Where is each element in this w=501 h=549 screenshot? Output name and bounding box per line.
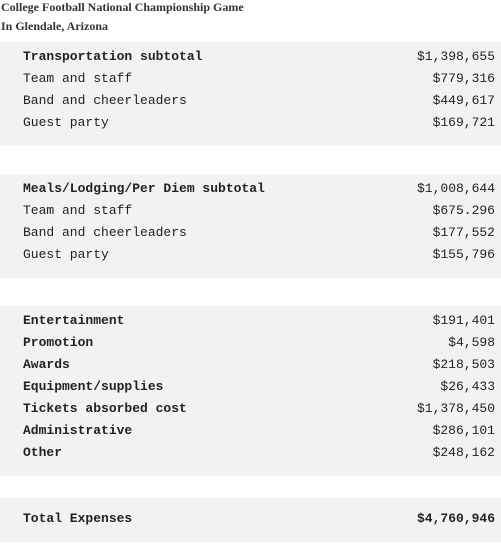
row: Administrative $286,101 (23, 420, 495, 442)
label: Entertainment (23, 313, 125, 328)
amount: $1,398,655 (416, 49, 495, 64)
amount: $449,617 (432, 93, 495, 108)
section: Meals/Lodging/Per Diem subtotal $1,008,64… (0, 174, 501, 278)
section: Entertainment $191,401 Promotion $4,598 Aw… (0, 306, 501, 476)
amount: $286,101 (432, 423, 495, 438)
amount: $779,316 (432, 71, 495, 86)
section: Transportation subtotal $1,398,655 Team a… (0, 42, 501, 146)
label: Total Expenses (23, 511, 133, 526)
amount: $675.296 (432, 203, 495, 218)
row: Meals/Lodging/Per Diem subtotal $1,008,64… (23, 178, 495, 200)
title: College Football National Championship G… (1, 0, 244, 14)
amount: $26,433 (440, 379, 495, 394)
section: Total Expenses $4,760,946 (0, 498, 501, 542)
label: Promotion (23, 335, 94, 350)
row: Tickets absorbed cost $1,378,450 (23, 398, 495, 420)
row: Other $248,162 (23, 442, 495, 464)
label: Other (23, 445, 63, 460)
row: Promotion $4,598 (23, 332, 495, 354)
amount: $4,760,946 (416, 511, 495, 526)
row: Guest party $169,721 (23, 112, 495, 134)
label: Equipment/supplies (23, 379, 164, 394)
label: Administrative (23, 423, 133, 438)
label: Band and cheerleaders (23, 225, 187, 240)
row: Transportation subtotal $1,398,655 (23, 46, 495, 68)
row: Band and cheerleaders $449,617 (23, 90, 495, 112)
row: Team and staff $779,316 (23, 68, 495, 90)
row: Equipment/supplies $26,433 (23, 376, 495, 398)
row: Guest party $155,796 (23, 244, 495, 266)
amount: $218,503 (432, 357, 495, 372)
subtitle: In Glendale, Arizona (1, 19, 109, 33)
row: Total Expenses $4,760,946 (23, 508, 495, 530)
amount: $191,401 (432, 313, 495, 328)
amount: $169,721 (432, 115, 495, 130)
label: Guest party (23, 247, 109, 262)
label: Awards (23, 357, 70, 372)
amount: $248,162 (432, 445, 495, 460)
amount: $1,008,644 (416, 181, 495, 196)
amount: $1,378,450 (416, 401, 495, 416)
amount: $4,598 (448, 335, 495, 350)
label: Guest party (23, 115, 109, 130)
amount: $177,552 (432, 225, 495, 240)
label: Team and staff (23, 71, 133, 86)
label: Band and cheerleaders (23, 93, 187, 108)
row: Entertainment $191,401 (23, 310, 495, 332)
amount: $155,796 (432, 247, 495, 262)
row: Team and staff $675.296 (23, 200, 495, 222)
row: Awards $218,503 (23, 354, 495, 376)
label: Transportation subtotal (23, 49, 203, 64)
row: Band and cheerleaders $177,552 (23, 222, 495, 244)
label: Meals/Lodging/Per Diem subtotal (23, 181, 265, 196)
label: Tickets absorbed cost (23, 401, 187, 416)
label: Team and staff (23, 203, 133, 218)
